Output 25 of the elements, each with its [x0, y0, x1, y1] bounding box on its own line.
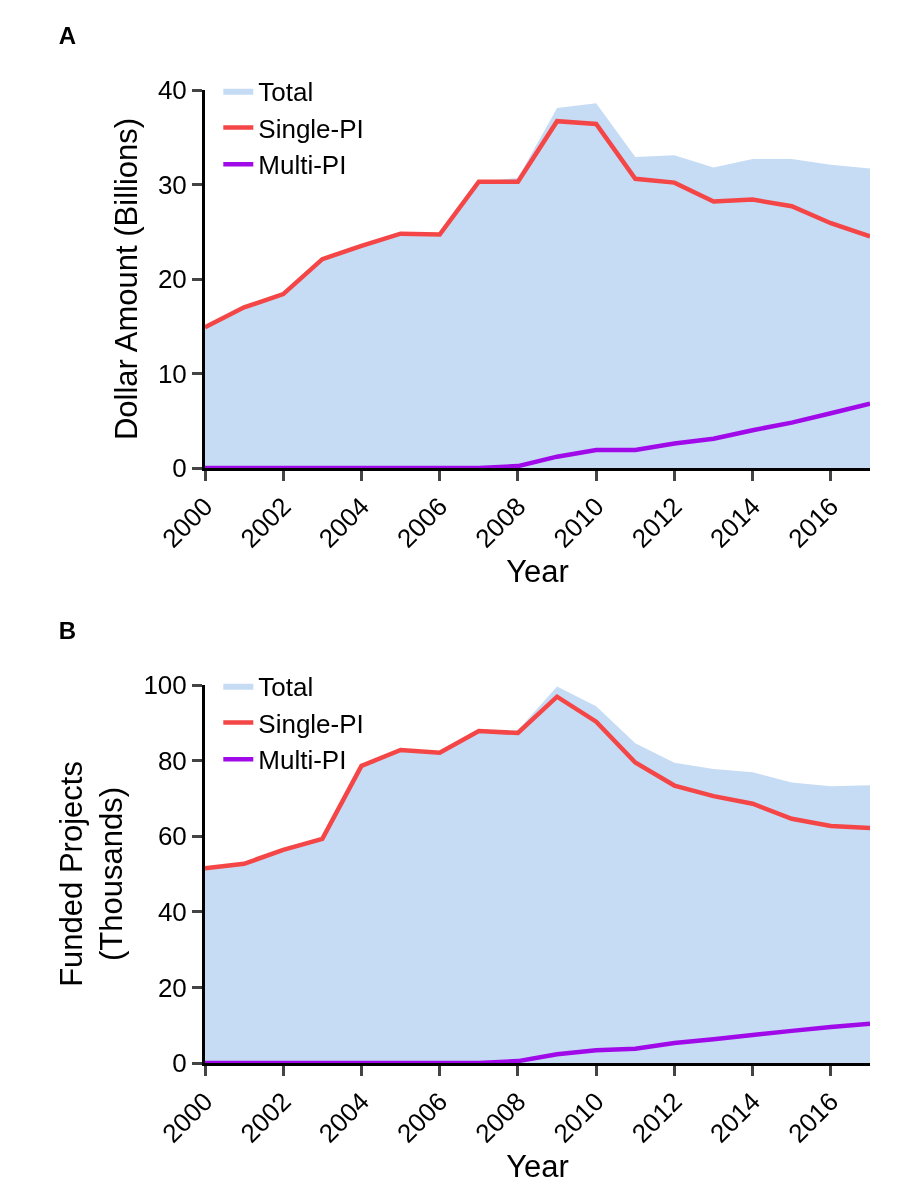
legend-label: Total: [258, 671, 314, 702]
y-tick-label: 20: [157, 972, 187, 1003]
y-tick-label: 0: [172, 1048, 187, 1079]
legend-label: Multi-PI: [258, 150, 347, 181]
y-tick-label: 0: [172, 453, 187, 484]
y-tick-label: 10: [157, 358, 187, 389]
chart-title: B: [58, 616, 77, 644]
y-tick-label: 20: [157, 264, 187, 295]
y-tick-label: 60: [157, 821, 187, 852]
legend-label: Multi-PI: [258, 745, 347, 776]
legend-label: Single-PI: [258, 708, 364, 739]
legend-label: Single-PI: [258, 113, 364, 144]
y-tick-label: 40: [157, 896, 187, 927]
line-series: [205, 118, 870, 330]
y-tick-label: 30: [157, 169, 187, 200]
line-series: [205, 694, 870, 871]
y-tick-label: 100: [143, 670, 187, 701]
legend-label: Total: [258, 76, 314, 107]
y-axis-title: Dollar Amount (Billions): [108, 117, 144, 441]
x-axis-title: Year: [506, 1148, 569, 1184]
y-axis-title: Funded Projects (Thousands): [53, 761, 130, 987]
y-tick-label: 40: [157, 75, 187, 106]
chart-title: A: [58, 21, 77, 49]
y-tick-label: 80: [157, 745, 187, 776]
x-axis-title: Year: [506, 553, 569, 589]
